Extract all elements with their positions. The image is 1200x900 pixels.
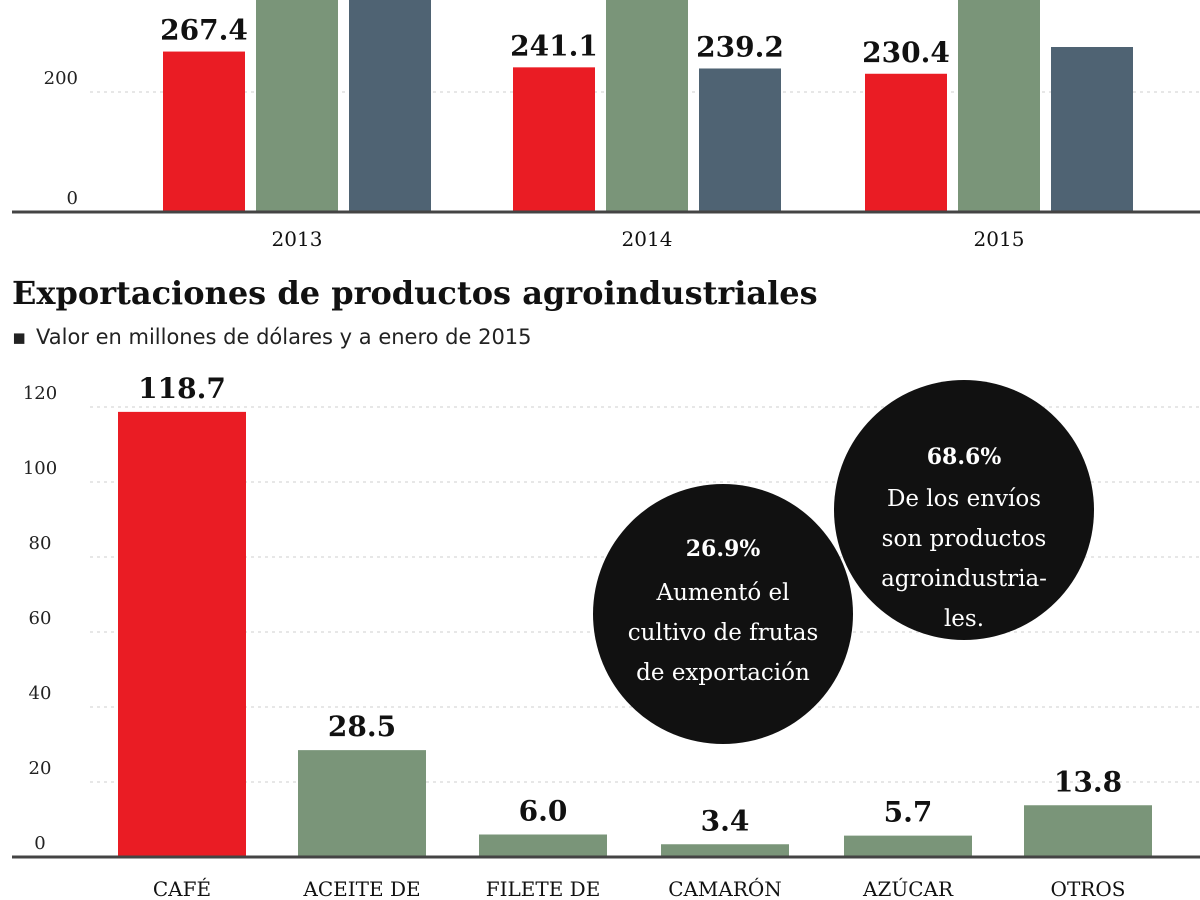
bottom-y-tick-label: 80	[29, 533, 52, 554]
subtitle-bullet: ▪	[12, 325, 26, 349]
top-bar	[349, 0, 431, 212]
top-bar	[958, 0, 1040, 212]
top-y-tick-label: 0	[67, 188, 78, 209]
top-bar-value-label: 267.4	[160, 14, 248, 47]
top-bar-value-label: 230.4	[862, 36, 950, 69]
bottom-bar-value-label: 118.7	[138, 372, 226, 405]
bubble-agro-share: 68.6% De los envíos son productos agroin…	[834, 380, 1094, 640]
top-bar-value-label: 241.1	[510, 29, 598, 62]
bottom-x-tick-label: FILETE DE	[486, 877, 601, 900]
bottom-bar-value-label: 6.0	[519, 795, 568, 828]
bottom-y-tick-label: 0	[34, 833, 45, 854]
bubble-fruit-crops-pct: 26.9%	[686, 536, 761, 562]
bubble-fruit-crops-circle	[593, 484, 853, 744]
top-bar	[699, 68, 781, 212]
bottom-y-tick-label: 20	[29, 758, 52, 779]
bottom-x-tick-label: ACEITE DE	[302, 877, 420, 900]
bottom-y-tick-label: 40	[29, 683, 52, 704]
top-bar	[513, 67, 595, 212]
bottom-bar-value-label: 13.8	[1054, 765, 1122, 798]
bottom-y-tick-label: 100	[23, 458, 57, 479]
bottom-bar-chart: 0 20 40 60 80 100 120 118.7 CAFÉ 28.5 ACEITE DE 6.0…	[12, 372, 1200, 900]
top-x-tick-label: 2014	[622, 227, 673, 251]
top-bar	[256, 0, 338, 212]
bottom-bar	[118, 411, 246, 857]
bottom-bar	[479, 834, 607, 857]
bottom-bar	[1024, 805, 1152, 857]
bubble-fruit-crops-line-3: de exportación	[636, 660, 810, 686]
chart-subtitle: Valor en millones de dólares y a enero d…	[36, 325, 532, 349]
bottom-x-tick-label: CAMARÓN	[668, 876, 782, 900]
bottom-x-tick-label: AZÚCAR	[862, 876, 954, 900]
top-bar	[163, 51, 245, 213]
top-x-tick-label: 2015	[974, 227, 1025, 251]
bubble-fruit-crops-line-1: Aumentó el	[655, 580, 789, 606]
bubble-agro-share-line-4: les.	[944, 606, 984, 632]
bottom-bar-value-label: 5.7	[884, 796, 933, 829]
bottom-bar	[661, 844, 789, 857]
bubble-agro-share-line-3: agroindustria-	[881, 566, 1047, 592]
top-bar-chart: 0 200 267.4 2013 241.1 239.2 2014 230.4 2015	[12, 0, 1200, 251]
bubble-fruit-crops-line-2: cultivo de frutas	[628, 620, 819, 646]
top-x-tick-label: 2013	[272, 227, 323, 251]
bubble-agro-share-circle	[834, 380, 1094, 640]
bottom-x-tick-label: OTROS	[1051, 877, 1126, 900]
bottom-bar	[298, 750, 426, 857]
bubble-agro-share-line-2: son productos	[882, 526, 1047, 552]
bottom-y-tick-label: 60	[29, 608, 52, 629]
bottom-bar-value-label: 3.4	[701, 804, 750, 837]
top-bar	[606, 0, 688, 212]
bubble-agro-share-pct: 68.6%	[927, 444, 1002, 470]
bubble-fruit-crops: 26.9% Aumentó el cultivo de frutas de ex…	[593, 484, 853, 744]
bottom-bar	[844, 835, 972, 857]
bottom-y-tick-label: 120	[23, 383, 57, 404]
bottom-bar-value-label: 28.5	[328, 710, 396, 743]
top-y-tick-label: 200	[44, 68, 78, 89]
top-bar-value-label: 239.2	[696, 30, 784, 63]
bottom-x-tick-label: CAFÉ	[153, 877, 211, 900]
top-bar	[865, 73, 947, 212]
top-bar	[1051, 47, 1133, 212]
chart-title: Exportaciones de productos agroindustria…	[12, 274, 818, 312]
bubble-agro-share-line-1: De los envíos	[887, 486, 1041, 512]
